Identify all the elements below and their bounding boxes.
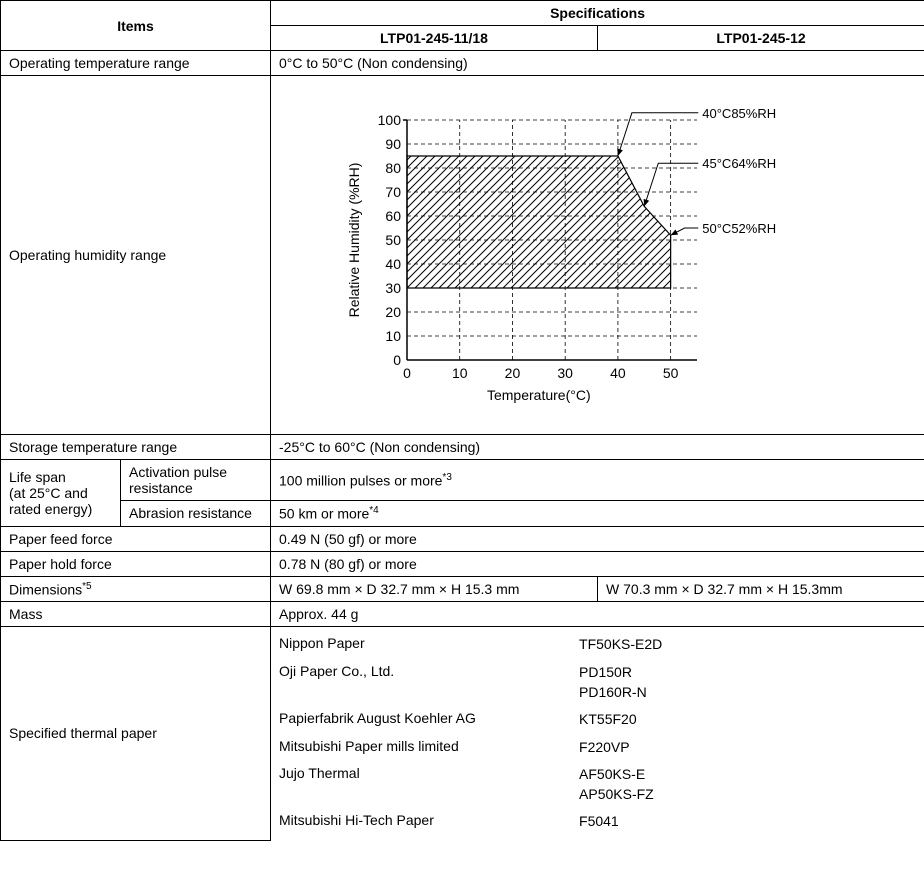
svg-text:Temperature(°C): Temperature(°C) [487,387,591,403]
svg-text:40°C85%RH: 40°C85%RH [702,106,776,121]
svg-text:50: 50 [385,232,401,248]
paper-code: AP50KS-FZ [579,785,654,805]
svg-text:30: 30 [557,365,573,381]
op-humid-label: Operating humidity range [1,76,271,435]
svg-text:10: 10 [385,328,401,344]
model1-header: LTP01-245-11/18 [271,26,598,51]
paper-codes: PD150RPD160R-N [579,663,647,702]
svg-text:40: 40 [385,256,401,272]
spec-table: Items Specifications LTP01-245-11/18 LTP… [0,0,924,841]
paper-entry: Jujo ThermalAF50KS-EAP50KS-FZ [279,761,916,808]
op-humid-chart-cell: 0 10 20 30 40 50 0 10 20 30 40 50 60 70 80 90 100 Tempera… [271,76,924,435]
op-temp-value: 0°C to 50°C (Non condensing) [271,51,924,76]
paper-feed-value: 0.49 N (50 gf) or more [271,526,924,551]
thermal-paper-value: Nippon PaperTF50KS-E2DOji Paper Co., Ltd… [271,627,924,840]
paper-hold-row: Paper hold force 0.78 N (80 gf) or more [1,551,924,576]
svg-text:30: 30 [385,280,401,296]
paper-manufacturer: Papierfabrik August Koehler AG [279,710,579,730]
paper-code: TF50KS-E2D [579,635,662,655]
paper-codes: KT55F20 [579,710,637,730]
op-temp-label: Operating temperature range [1,51,271,76]
paper-feed-label: Paper feed force [1,526,271,551]
abrasion-value: 50 km or more*4 [271,501,924,527]
svg-text:50: 50 [662,365,678,381]
svg-text:45°C64%RH: 45°C64%RH [702,156,776,171]
svg-text:10: 10 [451,365,467,381]
paper-entry: Mitsubishi Paper mills limitedF220VP [279,734,916,762]
paper-code: F220VP [579,738,630,758]
mass-row: Mass Approx. 44 g [1,602,924,627]
items-header: Items [1,1,271,51]
paper-manufacturer: Mitsubishi Hi-Tech Paper [279,812,579,832]
humidity-chart: 0 10 20 30 40 50 0 10 20 30 40 50 60 70 80 90 100 Tempera… [339,100,857,410]
storage-temp-label: Storage temperature range [1,435,271,460]
paper-codes: F220VP [579,738,630,758]
paper-codes: F5041 [579,812,619,832]
paper-codes: TF50KS-E2D [579,635,662,655]
svg-text:Relative Humidity (%RH): Relative Humidity (%RH) [346,163,362,318]
dimensions-row: Dimensions*5 W 69.8 mm × D 32.7 mm × H 1… [1,576,924,602]
header-row-1: Items Specifications [1,1,924,26]
paper-code: KT55F20 [579,710,637,730]
svg-text:100: 100 [377,112,401,128]
paper-code: F5041 [579,812,619,832]
paper-manufacturer: Nippon Paper [279,635,579,655]
svg-text:90: 90 [385,136,401,152]
activation-value: 100 million pulses or more*3 [271,460,924,501]
svg-text:70: 70 [385,184,401,200]
paper-code: PD150R [579,663,647,683]
lifespan-activation-row: Life span (at 25°C and rated energy) Act… [1,460,924,501]
thermal-paper-label: Specified thermal paper [1,627,271,840]
storage-temp-value: -25°C to 60°C (Non condensing) [271,435,924,460]
svg-text:20: 20 [504,365,520,381]
dimensions-v1: W 69.8 mm × D 32.7 mm × H 15.3 mm [271,576,598,602]
activation-label: Activation pulse resistance [121,460,271,501]
paper-hold-value: 0.78 N (80 gf) or more [271,551,924,576]
svg-text:80: 80 [385,160,401,176]
mass-value: Approx. 44 g [271,602,924,627]
thermal-paper-row: Specified thermal paper Nippon PaperTF50… [1,627,924,840]
paper-code: PD160R-N [579,683,647,703]
specifications-header: Specifications [271,1,924,26]
paper-entry: Oji Paper Co., Ltd.PD150RPD160R-N [279,659,916,706]
paper-hold-label: Paper hold force [1,551,271,576]
storage-temp-row: Storage temperature range -25°C to 60°C … [1,435,924,460]
svg-text:0: 0 [403,365,411,381]
svg-text:60: 60 [385,208,401,224]
paper-manufacturer: Oji Paper Co., Ltd. [279,663,579,702]
svg-text:20: 20 [385,304,401,320]
svg-text:0: 0 [393,352,401,368]
paper-code: AF50KS-E [579,765,654,785]
paper-manufacturer: Mitsubishi Paper mills limited [279,738,579,758]
paper-manufacturer: Jujo Thermal [279,765,579,804]
op-humid-row: Operating humidity range 0 10 20 30 40 50 0 10 2… [1,76,924,435]
paper-codes: AF50KS-EAP50KS-FZ [579,765,654,804]
paper-feed-row: Paper feed force 0.49 N (50 gf) or more [1,526,924,551]
model2-header: LTP01-245-12 [598,26,924,51]
dimensions-v2: W 70.3 mm × D 32.7 mm × H 15.3mm [598,576,924,602]
humidity-chart-container: 0 10 20 30 40 50 0 10 20 30 40 50 60 70 80 90 100 Tempera… [279,80,916,430]
paper-entry: Mitsubishi Hi-Tech PaperF5041 [279,808,916,836]
lifespan-abrasion-row: Abrasion resistance 50 km or more*4 [1,501,924,527]
mass-label: Mass [1,602,271,627]
lifespan-label: Life span (at 25°C and rated energy) [1,460,121,527]
op-temp-row: Operating temperature range 0°C to 50°C … [1,51,924,76]
paper-entry: Papierfabrik August Koehler AGKT55F20 [279,706,916,734]
paper-entry: Nippon PaperTF50KS-E2D [279,631,916,659]
abrasion-label: Abrasion resistance [121,501,271,527]
svg-text:50°C52%RH: 50°C52%RH [702,221,776,236]
dimensions-label: Dimensions*5 [1,576,271,602]
svg-text:40: 40 [610,365,626,381]
